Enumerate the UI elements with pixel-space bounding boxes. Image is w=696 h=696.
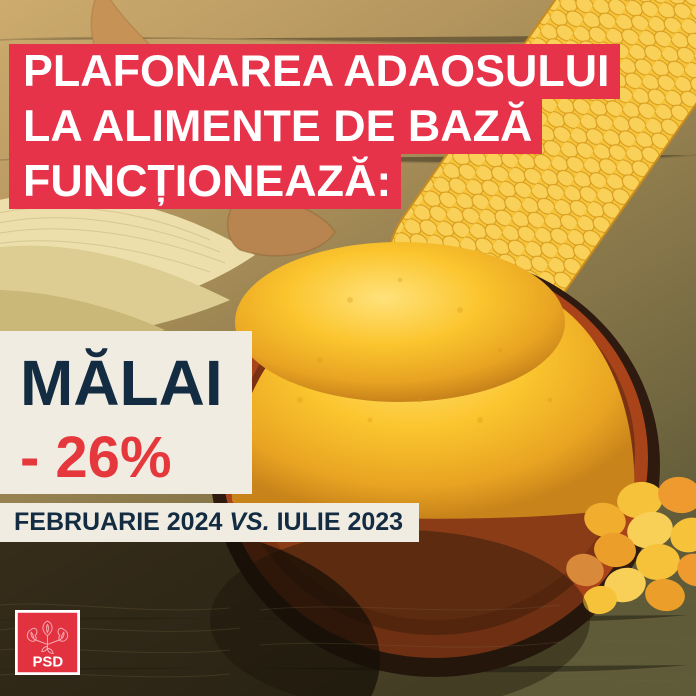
svg-text:PSD: PSD (32, 654, 63, 671)
